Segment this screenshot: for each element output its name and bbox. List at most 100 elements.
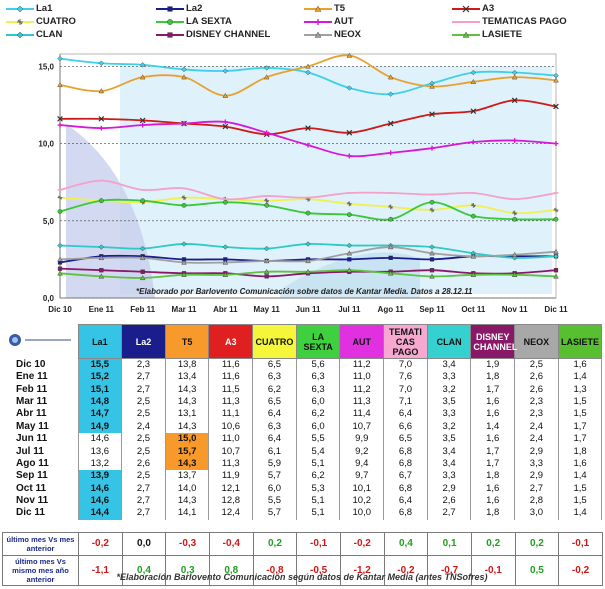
legend-marker-aut (315, 19, 321, 25)
data-point-a3 (57, 116, 63, 122)
data-point-lasiete (387, 270, 394, 276)
table-cell: 13,8 (164, 358, 210, 371)
table-cell: 11,9 (208, 470, 254, 483)
table-cell: 1,5 (557, 395, 603, 409)
data-point-t5 (553, 77, 559, 83)
difference-cell: 0,4 (121, 554, 167, 586)
table-cell: 1,7 (557, 432, 603, 446)
data-point-clan (429, 244, 435, 250)
table-cell: 9,9 (339, 432, 385, 446)
table-cell: 1,4 (557, 507, 603, 520)
table-cell: 1,3 (557, 383, 603, 396)
difference-cell: -0,1 (558, 531, 603, 556)
table-cell: 6,6 (383, 420, 428, 433)
data-point-lasiete (98, 273, 105, 279)
data-point-disney-channel (553, 268, 559, 273)
data-point-lasiete (57, 270, 63, 276)
x-tick-label: Oct 11 (461, 305, 486, 314)
table-cell: 6,3 (295, 371, 341, 384)
column-header-lasiete: LASIETE (557, 324, 603, 359)
table-row: Sep 11 13,9 2,5 13,7 11,9 5,7 6,2 9,7 6,7 3,3 1,8 2… (2, 470, 603, 483)
line-chart: 0,0 5,0 10,0 15,0 Dic 10 Ene 11 Feb 11 Mar 11 Ab… (0, 44, 605, 320)
data-point-t5 (346, 52, 353, 58)
table-cell: 5,6 (295, 358, 341, 371)
legend-swatch-la1 (6, 5, 34, 13)
data-point-t5 (305, 63, 311, 69)
legend-label: AUT (334, 16, 354, 27)
data-point-tematicas-pago (429, 193, 435, 196)
table-cell: 13,9 (77, 470, 123, 483)
table-cell: 2,6 (514, 383, 559, 396)
row-month-label: Dic 10 (16, 358, 46, 370)
table-cell: 3,5 (426, 432, 472, 446)
table-cell: 14,0 (164, 482, 210, 495)
table-cell: 6,3 (295, 383, 341, 396)
audience-table-section: La1 La2 T5 A3 CUATRO LA SEXTA AUT TEMATI CAS PA… (2, 324, 603, 586)
table-row: Jun 11 14,6 2,5 15,0 11,0 6,4 5,5 9,9 6,5 3,5 1,6 2… (2, 432, 603, 446)
y-tick-label: 0,0 (43, 294, 55, 303)
table-cell: 6,8 (383, 457, 428, 471)
watermark-shape (66, 124, 155, 298)
y-tick-label: 10,0 (38, 140, 54, 149)
data-point-aut (512, 138, 518, 143)
table-cell: 1,7 (470, 445, 516, 458)
data-point-tematicas-pago (98, 179, 104, 182)
data-point-la-sexta (181, 202, 187, 208)
table-cell: 5,9 (252, 457, 297, 471)
series-clan (57, 241, 559, 261)
table-cell: 14,6 (77, 494, 123, 508)
table-cell: 11,3 (208, 457, 254, 471)
data-point-a3 (139, 117, 146, 124)
table-cell: 3,2 (426, 383, 472, 396)
table-row: Dic 11 14,4 2,7 14,1 12,4 5,7 5,1 10,0 6,8 2,7 1,8… (2, 507, 603, 520)
x-tick-label: Mar 11 (172, 305, 197, 314)
table-cell: 14,6 (77, 432, 123, 446)
table-cell: 14,3 (164, 457, 210, 471)
data-point-la-sexta (512, 216, 518, 222)
x-tick-label: Abr 11 (213, 305, 238, 314)
plot-border (59, 53, 557, 299)
table-row: Oct 11 14,6 2,7 14,0 12,1 6,0 5,3 10,1 6,8 2,9 1,6… (2, 482, 603, 495)
table-cell: 5,3 (295, 482, 341, 495)
data-point-tematicas-pago (388, 192, 394, 194)
data-point-disney-channel (57, 266, 63, 271)
table-cell: 11,2 (339, 383, 385, 396)
table-cell: 11,1 (208, 408, 254, 421)
table-cell: 6,3 (252, 420, 297, 433)
table-cell: 1,8 (557, 445, 603, 458)
data-point-la2 (388, 255, 393, 260)
data-point-tematicas-pago (222, 198, 228, 200)
table-cell: 14,7 (77, 408, 123, 421)
data-point-cuatro (346, 201, 352, 207)
legend-marker-disney-channel (167, 32, 173, 38)
table-cell: 1,6 (557, 457, 603, 471)
data-point-t5 (222, 92, 229, 98)
table-cell: 1,7 (470, 383, 516, 396)
data-point-aut (57, 122, 63, 128)
data-point-neox (263, 258, 270, 264)
data-point-t5 (429, 83, 435, 89)
table-row: Abr 11 14,7 2,5 13,1 11,1 6,4 6,2 11,4 6,4 3,3 1,6… (2, 408, 603, 421)
y-tick-label: 5,0 (43, 217, 55, 226)
table-cell: 10,1 (339, 482, 385, 495)
data-point-aut (470, 139, 476, 145)
table-row: Ene 11 15,2 2,7 13,4 11,6 6,3 6,3 11,0 7,6 3,3 1,8… (2, 371, 603, 384)
table-cell: 11,3 (208, 395, 254, 409)
table-cell: 11,5 (208, 383, 254, 396)
data-point-a3 (429, 111, 435, 118)
table-cell: 15,2 (77, 371, 123, 384)
data-point-aut (98, 125, 104, 131)
difference-cell: 0,2 (470, 531, 516, 556)
table-cell: 3,4 (426, 457, 472, 471)
data-point-neox (222, 259, 229, 265)
table-cell: 6,2 (252, 383, 297, 396)
difference-cell: 0,4 (383, 531, 429, 556)
data-point-neox (511, 251, 518, 257)
table-cell: 2,5 (121, 395, 166, 409)
table-cell: 2,6 (426, 494, 472, 508)
table-cell: 14,3 (164, 383, 210, 396)
difference-cell: 0,5 (514, 554, 560, 586)
legend-marker-tematicas-pago (463, 21, 469, 23)
data-point-la1 (305, 69, 311, 76)
legend-swatch-clan (6, 31, 34, 39)
